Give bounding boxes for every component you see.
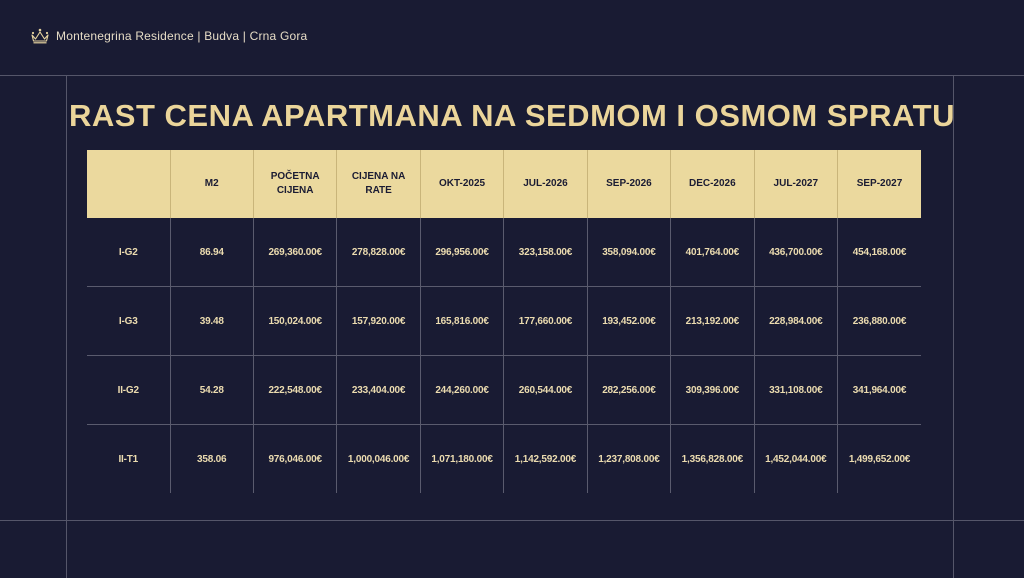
column-header: CIJENA NA RATE <box>336 150 421 218</box>
table-row: I-G3 39.48 150,024.00€ 157,920.00€ 165,8… <box>87 286 921 356</box>
guide-line-right <box>953 75 954 578</box>
price-cell: 331,108.00€ <box>754 355 839 425</box>
price-cell: 1,237,808.00€ <box>587 424 672 493</box>
price-cell: 1,000,046.00€ <box>336 424 421 493</box>
column-header <box>87 150 171 218</box>
column-header: SEP-2026 <box>587 150 672 218</box>
price-cell: 282,256.00€ <box>587 355 672 425</box>
price-cell: 244,260.00€ <box>420 355 505 425</box>
table-header-row: M2 POČETNA CIJENA CIJENA NA RATE OKT-202… <box>87 150 921 218</box>
price-cell: 278,828.00€ <box>336 218 421 287</box>
price-cell: 1,356,828.00€ <box>670 424 755 493</box>
price-cell: 341,964.00€ <box>837 355 921 425</box>
area-cell: 86.94 <box>170 218 254 287</box>
price-cell: 222,548.00€ <box>253 355 338 425</box>
area-cell: 54.28 <box>170 355 254 425</box>
unit-label: II-G2 <box>87 355 171 425</box>
area-cell: 39.48 <box>170 286 254 356</box>
column-header: SEP-2027 <box>837 150 921 218</box>
price-cell: 1,452,044.00€ <box>754 424 839 493</box>
column-header: M2 <box>170 150 254 218</box>
price-cell: 228,984.00€ <box>754 286 839 356</box>
price-cell: 976,046.00€ <box>253 424 338 493</box>
price-cell: 323,158.00€ <box>503 218 588 287</box>
page-title: RAST CENA APARTMANA NA SEDMOM I OSMOM SP… <box>69 98 955 133</box>
table-row: II-T1 358.06 976,046.00€ 1,000,046.00€ 1… <box>87 424 921 493</box>
table-row: I-G2 86.94 269,360.00€ 278,828.00€ 296,9… <box>87 218 921 287</box>
price-cell: 269,360.00€ <box>253 218 338 287</box>
price-cell: 436,700.00€ <box>754 218 839 287</box>
column-header: OKT-2025 <box>420 150 505 218</box>
price-cell: 296,956.00€ <box>420 218 505 287</box>
brand-name: Montenegrina Residence | Budva | Crna Go… <box>56 29 308 43</box>
price-cell: 193,452.00€ <box>587 286 672 356</box>
column-header: JUL-2027 <box>754 150 839 218</box>
price-cell: 1,142,592.00€ <box>503 424 588 493</box>
price-cell: 358,094.00€ <box>587 218 672 287</box>
unit-label: II-T1 <box>87 424 171 493</box>
guide-line-left <box>66 75 67 578</box>
area-cell: 358.06 <box>170 424 254 493</box>
price-cell: 1,499,652.00€ <box>848 453 911 465</box>
unit-label: I-G3 <box>87 286 171 356</box>
table-row: II-G2 54.28 222,548.00€ 233,404.00€ 244,… <box>87 355 921 425</box>
price-cell: 401,764.00€ <box>670 218 755 287</box>
price-cell: 157,920.00€ <box>336 286 421 356</box>
price-cell: 177,660.00€ <box>503 286 588 356</box>
unit-label: I-G2 <box>87 218 171 287</box>
price-cell: 236,880.00€ <box>837 286 921 356</box>
guide-line-bottom <box>0 520 1024 521</box>
price-cell: 213,192.00€ <box>670 286 755 356</box>
column-header: POČETNA CIJENA <box>253 150 338 218</box>
crown-icon <box>31 28 49 44</box>
guide-line-top <box>0 75 1024 76</box>
column-header: JUL-2026 <box>503 150 588 218</box>
price-cell: 309,396.00€ <box>670 355 755 425</box>
price-cell: 260,544.00€ <box>503 355 588 425</box>
price-cell: 233,404.00€ <box>336 355 421 425</box>
column-header: DEC-2026 <box>670 150 755 218</box>
header: Montenegrina Residence | Budva | Crna Go… <box>30 28 307 44</box>
price-cell: 165,816.00€ <box>420 286 505 356</box>
price-table: M2 POČETNA CIJENA CIJENA NA RATE OKT-202… <box>87 150 921 493</box>
price-cell: 454,168.00€ <box>837 218 921 287</box>
price-cell: 1,071,180.00€ <box>420 424 505 493</box>
price-cell: 150,024.00€ <box>253 286 338 356</box>
